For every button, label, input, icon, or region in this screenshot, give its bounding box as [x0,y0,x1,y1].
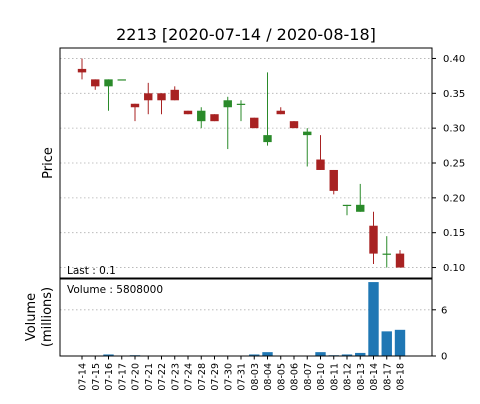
candle-body [210,114,219,122]
candle-body [157,93,166,101]
x-tick-label: 08-10 [316,363,327,391]
volume-total-text: Volume : 5808000 [67,284,163,296]
candle-body [250,117,259,129]
x-tick-label: 08-14 [369,363,380,391]
chart-title: 2213 [2020-07-14 / 2020-08-18] [116,25,376,44]
x-tick-label: 07-22 [157,363,168,391]
price-tick-label: 0.20 [443,193,465,204]
candle-body [170,89,179,101]
candle-body [369,225,378,254]
price-tick-label: 0.10 [443,263,465,274]
candle-body [130,103,140,108]
candle-body [303,131,312,136]
x-axis-date-labels: 07-14 07-15 07-16 07-17 07-20 07-21 07-22 07-23… [78,356,407,391]
volume-bar [368,282,379,356]
candle-body [382,253,391,255]
volume-axis-label-line2: (millions) [40,287,55,347]
candle-body [342,204,352,207]
volume-bar [249,354,260,356]
volume-panel-frame [59,278,433,357]
x-tick-label: 07-15 [91,363,102,391]
x-tick-label: 07-24 [184,363,195,391]
x-tick-label: 08-05 [276,363,287,391]
candle-body [183,110,193,115]
volume-bar [355,352,366,356]
price-tick-label: 0.40 [443,54,465,65]
x-tick-label: 07-28 [197,363,208,391]
x-tick-label: 07-20 [131,363,142,391]
x-tick-label: 08-07 [303,363,314,391]
x-tick-label: 08-04 [263,363,274,391]
candle-body [395,253,405,268]
x-tick-label: 07-17 [117,363,128,391]
x-tick-label: 07-16 [104,363,115,391]
volume-tick-label: 6 [441,305,447,316]
price-panel: 0.100.150.200.250.300.350.40 Last : 0.1 … [41,47,465,279]
volume-bar [394,329,406,356]
volume-tick-label: 0 [441,352,447,363]
candle-body [197,110,206,122]
candle-body [223,100,232,108]
price-tick-label: 0.35 [443,89,465,100]
candle-body [316,159,325,170]
candle-body [91,79,100,87]
candle-body [263,135,272,143]
candle-body [289,121,299,129]
x-tick-label: 08-11 [329,363,340,391]
x-tick-label: 08-18 [396,363,407,391]
candle-body [144,93,153,101]
volume-bar [103,354,114,356]
candle-body [276,110,285,115]
volume-bar [381,331,392,356]
volume-bar [262,352,273,356]
candle-body [356,204,365,212]
x-tick-label: 07-21 [144,363,155,391]
x-tick-label: 07-30 [223,363,234,391]
x-tick-label: 08-17 [382,363,393,391]
x-tick-label: 07-29 [210,363,221,391]
price-axis-label: Price [41,147,56,179]
x-tick-label: 07-31 [237,363,248,391]
x-tick-label: 08-12 [343,363,354,391]
volume-bar [315,352,326,356]
x-tick-label: 08-13 [356,363,367,391]
candle-body [236,103,246,105]
candle-body [117,79,126,81]
candle-body [104,79,113,87]
volume-axis-label-line1: Volume [24,293,39,341]
last-price-text: Last : 0.1 [67,265,116,277]
x-tick-label: 07-23 [170,363,181,391]
volume-panel: 0 6 Volume : 5808000 Volume (millions) [24,278,447,363]
price-tick-label: 0.25 [443,159,465,170]
x-tick-label: 08-06 [290,363,301,391]
x-tick-label: 08-03 [250,363,261,391]
volume-bar [341,354,353,356]
x-tick-label: 07-14 [78,363,89,391]
candle-body [77,68,87,73]
candle-body [329,169,338,191]
price-tick-label: 0.15 [443,228,465,239]
price-tick-label: 0.30 [443,124,465,135]
